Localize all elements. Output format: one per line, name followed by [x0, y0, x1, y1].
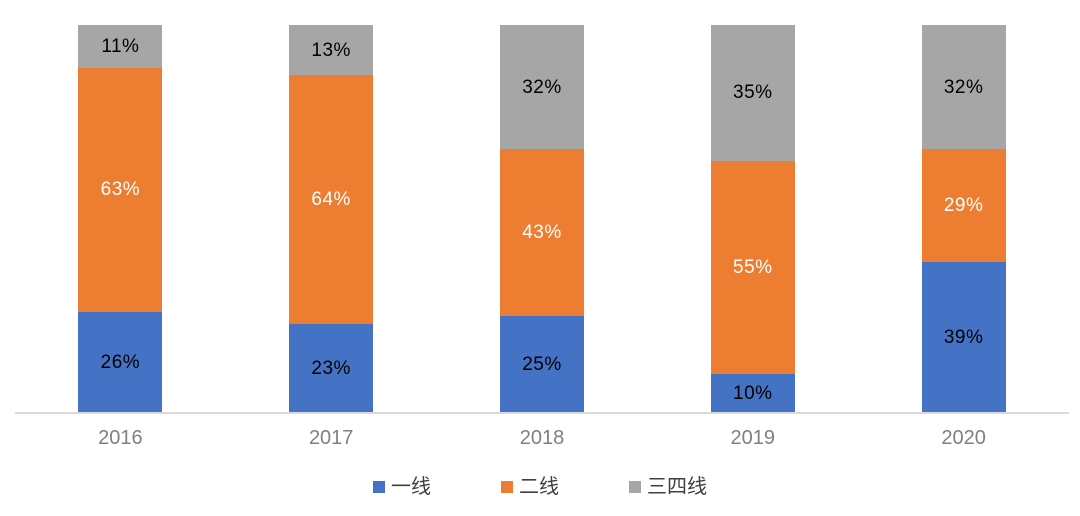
x-axis-labels: 2016 2017 2018 2019 2020: [15, 425, 1069, 451]
bar-segment: 29%: [921, 149, 1006, 262]
data-label: 23%: [311, 357, 351, 379]
x-tick-label: 2018: [519, 427, 565, 449]
x-tick-label: 2016: [98, 427, 143, 449]
x-tick-label: 2019: [730, 427, 776, 449]
legend-swatch-icon: [373, 481, 385, 493]
data-label: 11%: [101, 35, 140, 57]
data-label: 39%: [943, 326, 984, 348]
bar-segment: 39%: [921, 261, 1006, 413]
legend-item: 一线: [373, 477, 431, 497]
data-label: 32%: [943, 76, 984, 98]
legend-swatch-icon: [501, 481, 513, 493]
legend: 一线 二线 三四线: [0, 472, 1080, 502]
legend-label: 三四线: [647, 476, 707, 498]
x-tick-label: 2020: [941, 427, 986, 449]
bar-segment: 64%: [289, 75, 374, 324]
bar-column-2020: 32% 29% 39%: [921, 25, 1006, 413]
data-label: 26%: [100, 352, 141, 374]
x-axis-line: [15, 412, 1069, 414]
bar-segment: 13%: [289, 25, 374, 76]
data-label: 25%: [522, 354, 562, 375]
data-label: 13%: [311, 39, 351, 61]
bar-segment: 32%: [500, 25, 584, 150]
legend-label: 二线: [519, 476, 559, 498]
bar-segment: 63%: [78, 67, 163, 313]
bar-column-2018: 32% 43% 25%: [500, 25, 584, 413]
legend-item: 三四线: [629, 477, 707, 497]
legend-swatch-icon: [629, 481, 641, 493]
x-tick-label: 2017: [308, 427, 354, 449]
bar-segment: 43%: [500, 149, 584, 316]
bar-segment: 26%: [78, 312, 163, 413]
data-label: 10%: [733, 383, 773, 405]
bar-segment: 35%: [710, 25, 795, 161]
bar-segment: 10%: [710, 374, 795, 413]
bar-segment: 25%: [500, 316, 584, 413]
legend-label: 一线: [391, 476, 431, 498]
bar-column-2016: 11% 63% 26%: [78, 25, 163, 413]
plot-area: 11% 63% 26% 13% 64% 23% 32% 43% 25% 35% 55% 10% 32% 2…: [15, 25, 1069, 413]
legend-item: 二线: [501, 477, 559, 497]
bar-segment: 32%: [921, 25, 1006, 150]
data-label: 43%: [522, 222, 562, 244]
data-label: 63%: [100, 179, 141, 201]
data-label: 29%: [943, 194, 984, 216]
data-label: 64%: [311, 189, 351, 211]
bar-column-2017: 13% 64% 23%: [289, 25, 374, 413]
bar-segment: 11%: [78, 25, 163, 68]
bar-segment: 23%: [289, 323, 374, 413]
bar-segment: 55%: [710, 160, 795, 375]
data-label: 55%: [733, 257, 773, 278]
data-label: 32%: [522, 76, 562, 98]
bar-column-2019: 35% 55% 10%: [710, 25, 795, 413]
data-label: 35%: [733, 82, 773, 104]
